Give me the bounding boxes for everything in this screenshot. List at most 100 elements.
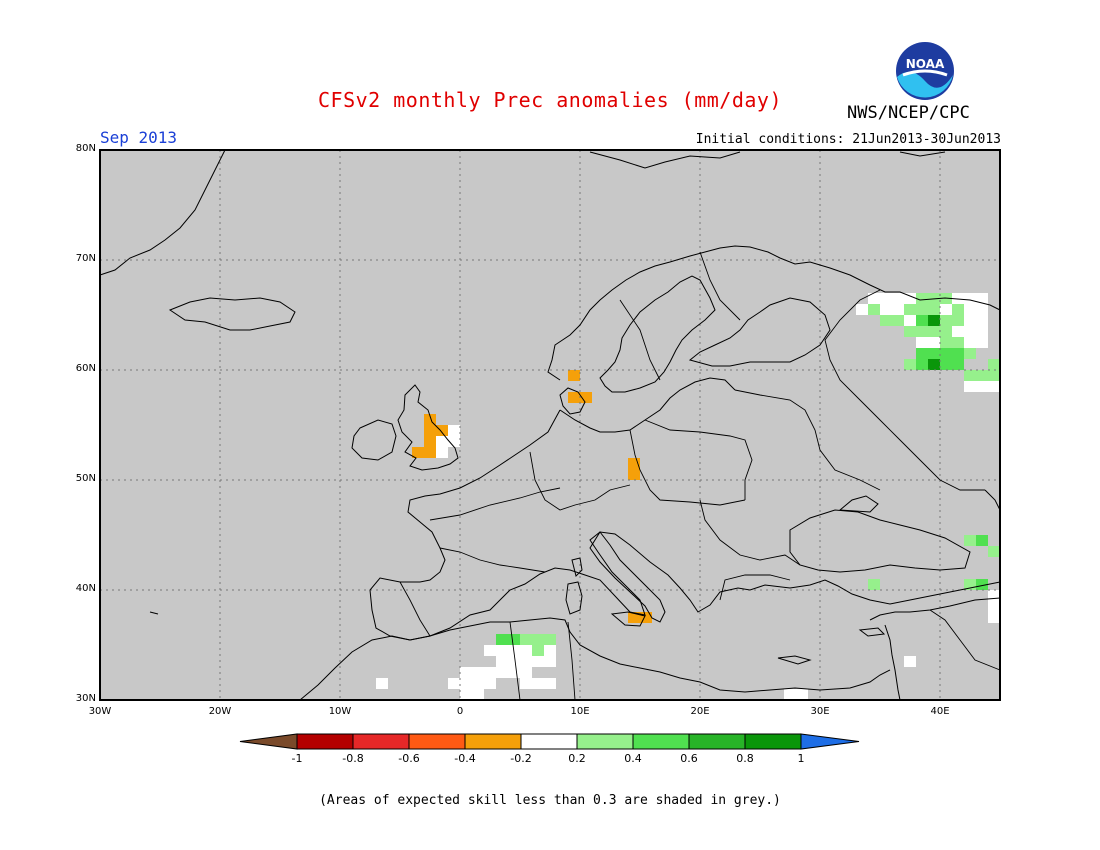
anomaly-cell: [928, 337, 940, 348]
anomaly-cell: [496, 634, 508, 645]
longitude-label: 10E: [570, 706, 590, 717]
latitude-label: 80N: [75, 143, 96, 154]
anomaly-cell: [892, 304, 904, 315]
anomaly-cell: [940, 348, 952, 359]
coast-iceland: [168, 297, 296, 331]
coast-scandinavia: [547, 245, 1001, 381]
anomaly-cell: [520, 634, 532, 645]
anomaly-cell: [868, 579, 880, 590]
anomaly-cell: [376, 678, 388, 689]
coast-cyprus: [858, 627, 886, 637]
latitude-label: 60N: [75, 363, 96, 374]
anomaly-cell: [532, 656, 544, 667]
anomaly-cell: [976, 370, 988, 381]
anomaly-cell: [424, 425, 436, 436]
legend-box: [576, 733, 634, 750]
anomaly-cell: [436, 447, 448, 458]
initial-conditions: Initial conditions: 21Jun2013-30Jun2013: [695, 132, 1001, 147]
anomaly-cell: [916, 293, 928, 304]
anomaly-cell: [964, 293, 976, 304]
legend-boxes: [239, 733, 860, 750]
anomaly-cell: [928, 326, 940, 337]
anomaly-cell: [472, 689, 484, 700]
anomaly-cell: [964, 304, 976, 315]
coast-black-sea: [789, 509, 971, 573]
anomaly-cell: [796, 689, 808, 700]
anomaly-cell: [460, 667, 472, 678]
anomaly-cell: [988, 612, 1000, 623]
anomaly-cell: [508, 634, 520, 645]
anomaly-cell: [952, 293, 964, 304]
anomaly-cell: [484, 667, 496, 678]
anomaly-cell: [508, 667, 520, 678]
anomaly-cell: [544, 634, 556, 645]
legend-tick-label: -0.2: [510, 752, 532, 765]
anomaly-cell: [628, 612, 640, 623]
anomaly-cell: [952, 337, 964, 348]
anomaly-cell: [952, 348, 964, 359]
noaa-logo-text: NOAA: [906, 57, 945, 71]
anomaly-cell: [520, 656, 532, 667]
anomaly-cell: [580, 392, 592, 403]
anomaly-cell: [880, 315, 892, 326]
coast-corsica: [571, 557, 583, 577]
anomaly-cell: [928, 359, 940, 370]
anomaly-cell: [544, 656, 556, 667]
legend-tick-label: 0.8: [736, 752, 754, 765]
coast-crete: [777, 655, 812, 665]
anomaly-cell: [532, 678, 544, 689]
anomaly-cell: [568, 370, 580, 381]
anomaly-cell: [520, 645, 532, 656]
coast-sicily: [610, 611, 646, 627]
coast-sardinia: [565, 581, 583, 615]
longitude-label: 20W: [208, 706, 232, 717]
anomaly-cell: [928, 348, 940, 359]
anomaly-cell: [940, 359, 952, 370]
anomaly-cell: [916, 304, 928, 315]
anomaly-cell: [988, 546, 1000, 557]
anomaly-cell: [436, 425, 448, 436]
anomaly-cell: [424, 414, 436, 425]
coastlines: [99, 149, 1001, 701]
legend-arrow-left: [239, 733, 298, 750]
anomaly-cell: [952, 315, 964, 326]
noaa-logo: NOAA: [895, 41, 955, 101]
coast-sweden-east: [599, 275, 716, 393]
anomaly-cell: [928, 304, 940, 315]
map-frame: [99, 149, 1001, 701]
legend-box: [408, 733, 466, 750]
anomaly-cell: [940, 304, 952, 315]
anomaly-cell: [892, 293, 904, 304]
anomaly-cell: [976, 337, 988, 348]
anomaly-cell: [448, 436, 460, 447]
anomaly-cell: [532, 634, 544, 645]
longitude-label: 10W: [328, 706, 352, 717]
coast-levant-south: [884, 624, 901, 701]
country-borders: [399, 251, 1001, 701]
anomaly-cells: [376, 293, 1000, 700]
anomaly-cell: [448, 425, 460, 436]
coast-crimea: [838, 495, 879, 513]
legend-tick-label: -0.4: [454, 752, 476, 765]
anomaly-cell: [544, 645, 556, 656]
anomaly-cell: [472, 678, 484, 689]
anomaly-cell: [964, 381, 976, 392]
forecast-month: Sep 2013: [100, 128, 178, 147]
legend-tick-label: -0.8: [342, 752, 364, 765]
coast-italy: [589, 531, 666, 623]
legend-box: [632, 733, 690, 750]
coast-continent-west: [369, 409, 1001, 641]
anomaly-cell: [916, 315, 928, 326]
anomaly-cell: [964, 370, 976, 381]
anomaly-cell: [952, 359, 964, 370]
longitude-label: 0: [456, 706, 464, 717]
anomaly-cell: [988, 370, 1000, 381]
legend-box: [520, 733, 578, 750]
legend-tick-label: 0.6: [680, 752, 698, 765]
latitude-label: 70N: [75, 253, 96, 264]
anomaly-cell: [496, 645, 508, 656]
legend-tick-label: -1: [291, 752, 303, 765]
anomaly-cell: [628, 458, 640, 469]
anomaly-cell: [964, 535, 976, 546]
